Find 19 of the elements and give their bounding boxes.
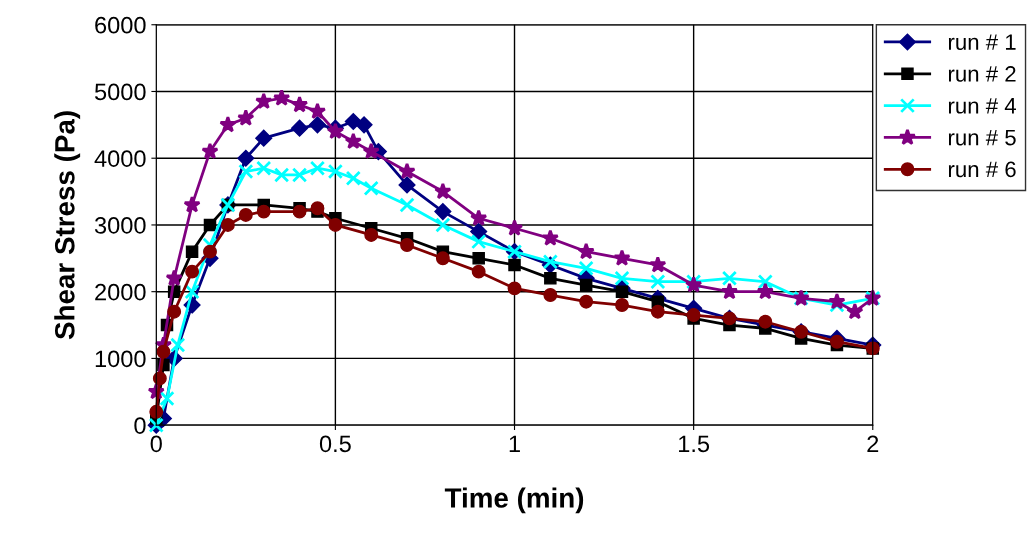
x-tick-label: 0.5 bbox=[319, 435, 351, 453]
y-tick-label: 3000 bbox=[94, 217, 146, 234]
y-tick-label: 0 bbox=[134, 417, 146, 434]
x-tick-label: 1 bbox=[509, 435, 520, 452]
y-tick-label: 1000 bbox=[95, 350, 146, 368]
x-tick-label: 0 bbox=[150, 435, 162, 453]
legend-label: run # 6 bbox=[948, 161, 1016, 178]
y-tick-label: 4000 bbox=[94, 150, 146, 167]
legend-label: run # 1 bbox=[948, 34, 1016, 50]
legend-label: run # 4 bbox=[948, 98, 1016, 114]
legend-label: run # 2 bbox=[948, 66, 1016, 82]
y-tick-label: 5000 bbox=[94, 83, 146, 101]
y-tick-label: 2000 bbox=[95, 283, 146, 301]
x-tick-label: 1.5 bbox=[679, 435, 710, 453]
x-axis-title: Time (min) bbox=[444, 487, 584, 514]
y-tick-label: 6000 bbox=[95, 16, 146, 34]
legend-label: run # 5 bbox=[948, 129, 1016, 146]
x-tick-label: 2 bbox=[867, 435, 879, 452]
y-axis-title: Shear Stress (Pa) bbox=[54, 111, 81, 340]
